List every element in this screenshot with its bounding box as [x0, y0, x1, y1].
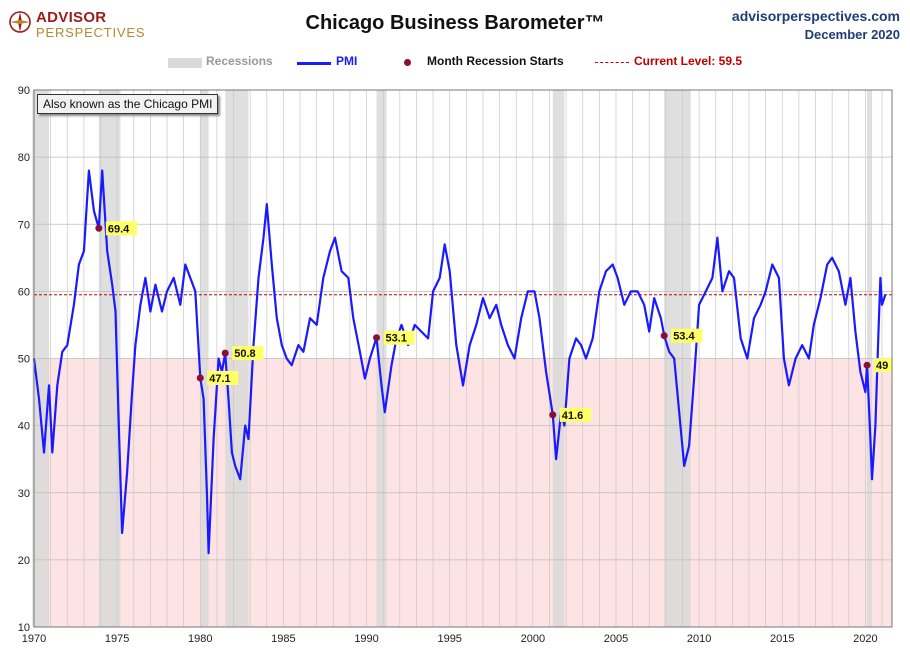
- chart-legend: Recessions PMI Month Recession Starts Cu…: [0, 52, 910, 72]
- chart-date: December 2020: [804, 27, 900, 42]
- legend-pmi-swatch: [297, 62, 331, 65]
- legend-current-swatch: [595, 62, 629, 63]
- data-label-background: [383, 330, 415, 345]
- y-tick-label: 70: [18, 219, 30, 231]
- x-tick-label: 2005: [604, 633, 628, 645]
- x-tick-label: 2010: [687, 633, 711, 645]
- recession-start-marker: [196, 374, 204, 382]
- data-label: 50.8: [234, 348, 255, 360]
- recession-start-marker: [373, 334, 381, 342]
- x-tick-label: 2000: [521, 633, 545, 645]
- y-tick-label: 30: [18, 488, 30, 500]
- x-tick-label: 1970: [22, 633, 46, 645]
- legend-marker-swatch: [404, 59, 411, 66]
- y-tick-label: 10: [18, 622, 30, 634]
- data-label: 49: [876, 360, 888, 372]
- chart-note: Also known as the Chicago PMI: [37, 94, 219, 114]
- logo-text-perspectives: PERSPECTIVES: [36, 25, 146, 40]
- data-label: 41.6: [562, 410, 583, 422]
- advisor-perspectives-logo: ADVISOR PERSPECTIVES: [8, 8, 148, 42]
- data-label: 69.4: [108, 223, 130, 235]
- recession-start-marker: [660, 332, 668, 340]
- recession-start-marker: [863, 361, 871, 369]
- legend-recessions-label: Recessions: [206, 54, 273, 68]
- chart-title: Chicago Business Barometer™: [305, 12, 605, 34]
- y-tick-label: 60: [18, 286, 30, 298]
- recession-start-marker: [221, 349, 229, 357]
- data-label: 53.4: [673, 331, 695, 343]
- x-tick-label: 1995: [437, 633, 461, 645]
- legend-pmi-label: PMI: [336, 54, 358, 68]
- data-label-background: [874, 358, 892, 373]
- y-tick-label: 50: [18, 354, 30, 366]
- y-tick-label: 20: [18, 555, 30, 567]
- source-site: advisorperspectives.com: [731, 8, 900, 24]
- x-tick-label: 2015: [770, 633, 794, 645]
- legend-recession-swatch: [168, 58, 202, 68]
- data-label: 47.1: [209, 373, 230, 385]
- x-tick-label: 1990: [354, 633, 378, 645]
- data-label-background: [207, 370, 239, 385]
- x-tick-label: 1985: [271, 633, 295, 645]
- x-tick-label: 1980: [188, 633, 212, 645]
- data-label-background: [105, 221, 138, 236]
- y-tick-label: 80: [18, 152, 30, 164]
- legend-current-label: Current Level: 59.5: [634, 54, 743, 68]
- data-label-background: [559, 407, 591, 422]
- data-label: 53.1: [386, 333, 407, 345]
- logo-text-advisor: ADVISOR: [36, 9, 107, 26]
- y-tick-label: 40: [18, 421, 30, 433]
- legend-recession-start-label: Month Recession Starts: [427, 54, 564, 68]
- x-tick-label: 1975: [105, 633, 129, 645]
- data-label-background: [671, 328, 703, 343]
- recession-start-marker: [95, 224, 103, 232]
- series-line-pmi: [32, 169, 887, 555]
- data-label-background: [232, 346, 264, 361]
- compass-rose-icon: [9, 11, 31, 33]
- plot-border: [33, 89, 893, 628]
- y-tick-label: 90: [18, 85, 30, 97]
- x-tick-label: 2020: [853, 633, 877, 645]
- recession-start-marker: [549, 411, 557, 419]
